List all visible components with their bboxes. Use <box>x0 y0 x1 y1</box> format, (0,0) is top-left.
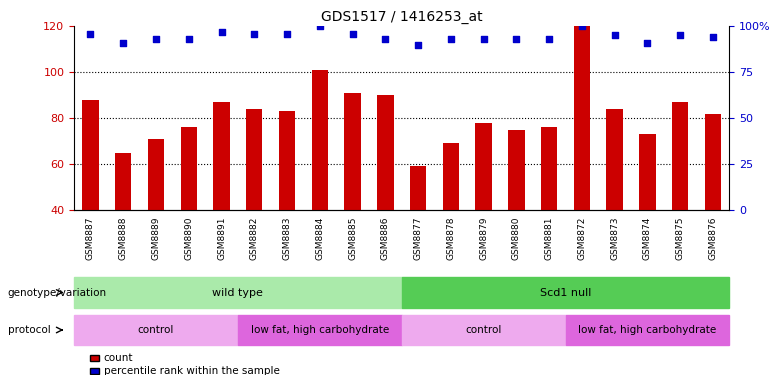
Text: genotype/variation: genotype/variation <box>8 288 107 297</box>
Bar <box>410 166 426 210</box>
Bar <box>705 114 722 210</box>
Bar <box>115 153 131 210</box>
Bar <box>345 93 360 210</box>
Bar <box>180 128 197 210</box>
Bar <box>640 134 656 210</box>
Text: control: control <box>466 325 502 335</box>
Text: count: count <box>104 353 133 363</box>
Point <box>346 31 359 37</box>
Point <box>314 23 326 29</box>
Point <box>641 40 654 46</box>
Bar <box>378 95 393 210</box>
Text: control: control <box>138 325 174 335</box>
Point <box>674 33 686 39</box>
Text: low fat, high carbohydrate: low fat, high carbohydrate <box>578 325 717 335</box>
Point <box>576 23 588 29</box>
Bar <box>83 100 98 210</box>
Bar <box>672 102 689 210</box>
Bar <box>574 26 590 210</box>
Text: protocol: protocol <box>8 325 51 335</box>
Point <box>543 36 555 42</box>
Point <box>215 29 228 35</box>
Bar <box>312 70 328 210</box>
Point <box>281 31 293 37</box>
Title: GDS1517 / 1416253_at: GDS1517 / 1416253_at <box>321 10 483 24</box>
Bar <box>74 315 238 345</box>
Point <box>412 42 424 48</box>
Bar <box>246 109 262 210</box>
Point <box>84 31 97 37</box>
Point <box>379 36 392 42</box>
Bar <box>443 143 459 210</box>
Point <box>183 36 195 42</box>
Point <box>608 33 621 39</box>
Point <box>477 36 490 42</box>
Bar <box>476 123 492 210</box>
Bar <box>402 278 729 308</box>
Text: low fat, high carbohydrate: low fat, high carbohydrate <box>250 325 389 335</box>
Point <box>117 40 129 46</box>
Point <box>707 34 719 40</box>
Bar <box>238 315 402 345</box>
Bar <box>509 130 525 210</box>
Bar <box>607 109 623 210</box>
Point <box>445 36 457 42</box>
Bar <box>74 278 402 308</box>
Text: Scd1 null: Scd1 null <box>540 288 591 297</box>
Point <box>510 36 523 42</box>
Bar <box>214 102 229 210</box>
Text: percentile rank within the sample: percentile rank within the sample <box>104 366 279 375</box>
Point <box>150 36 162 42</box>
Bar <box>148 139 164 210</box>
Bar <box>402 315 566 345</box>
Text: wild type: wild type <box>212 288 264 297</box>
Bar <box>541 128 557 210</box>
Point <box>248 31 261 37</box>
Bar <box>566 315 729 345</box>
Bar <box>279 111 295 210</box>
